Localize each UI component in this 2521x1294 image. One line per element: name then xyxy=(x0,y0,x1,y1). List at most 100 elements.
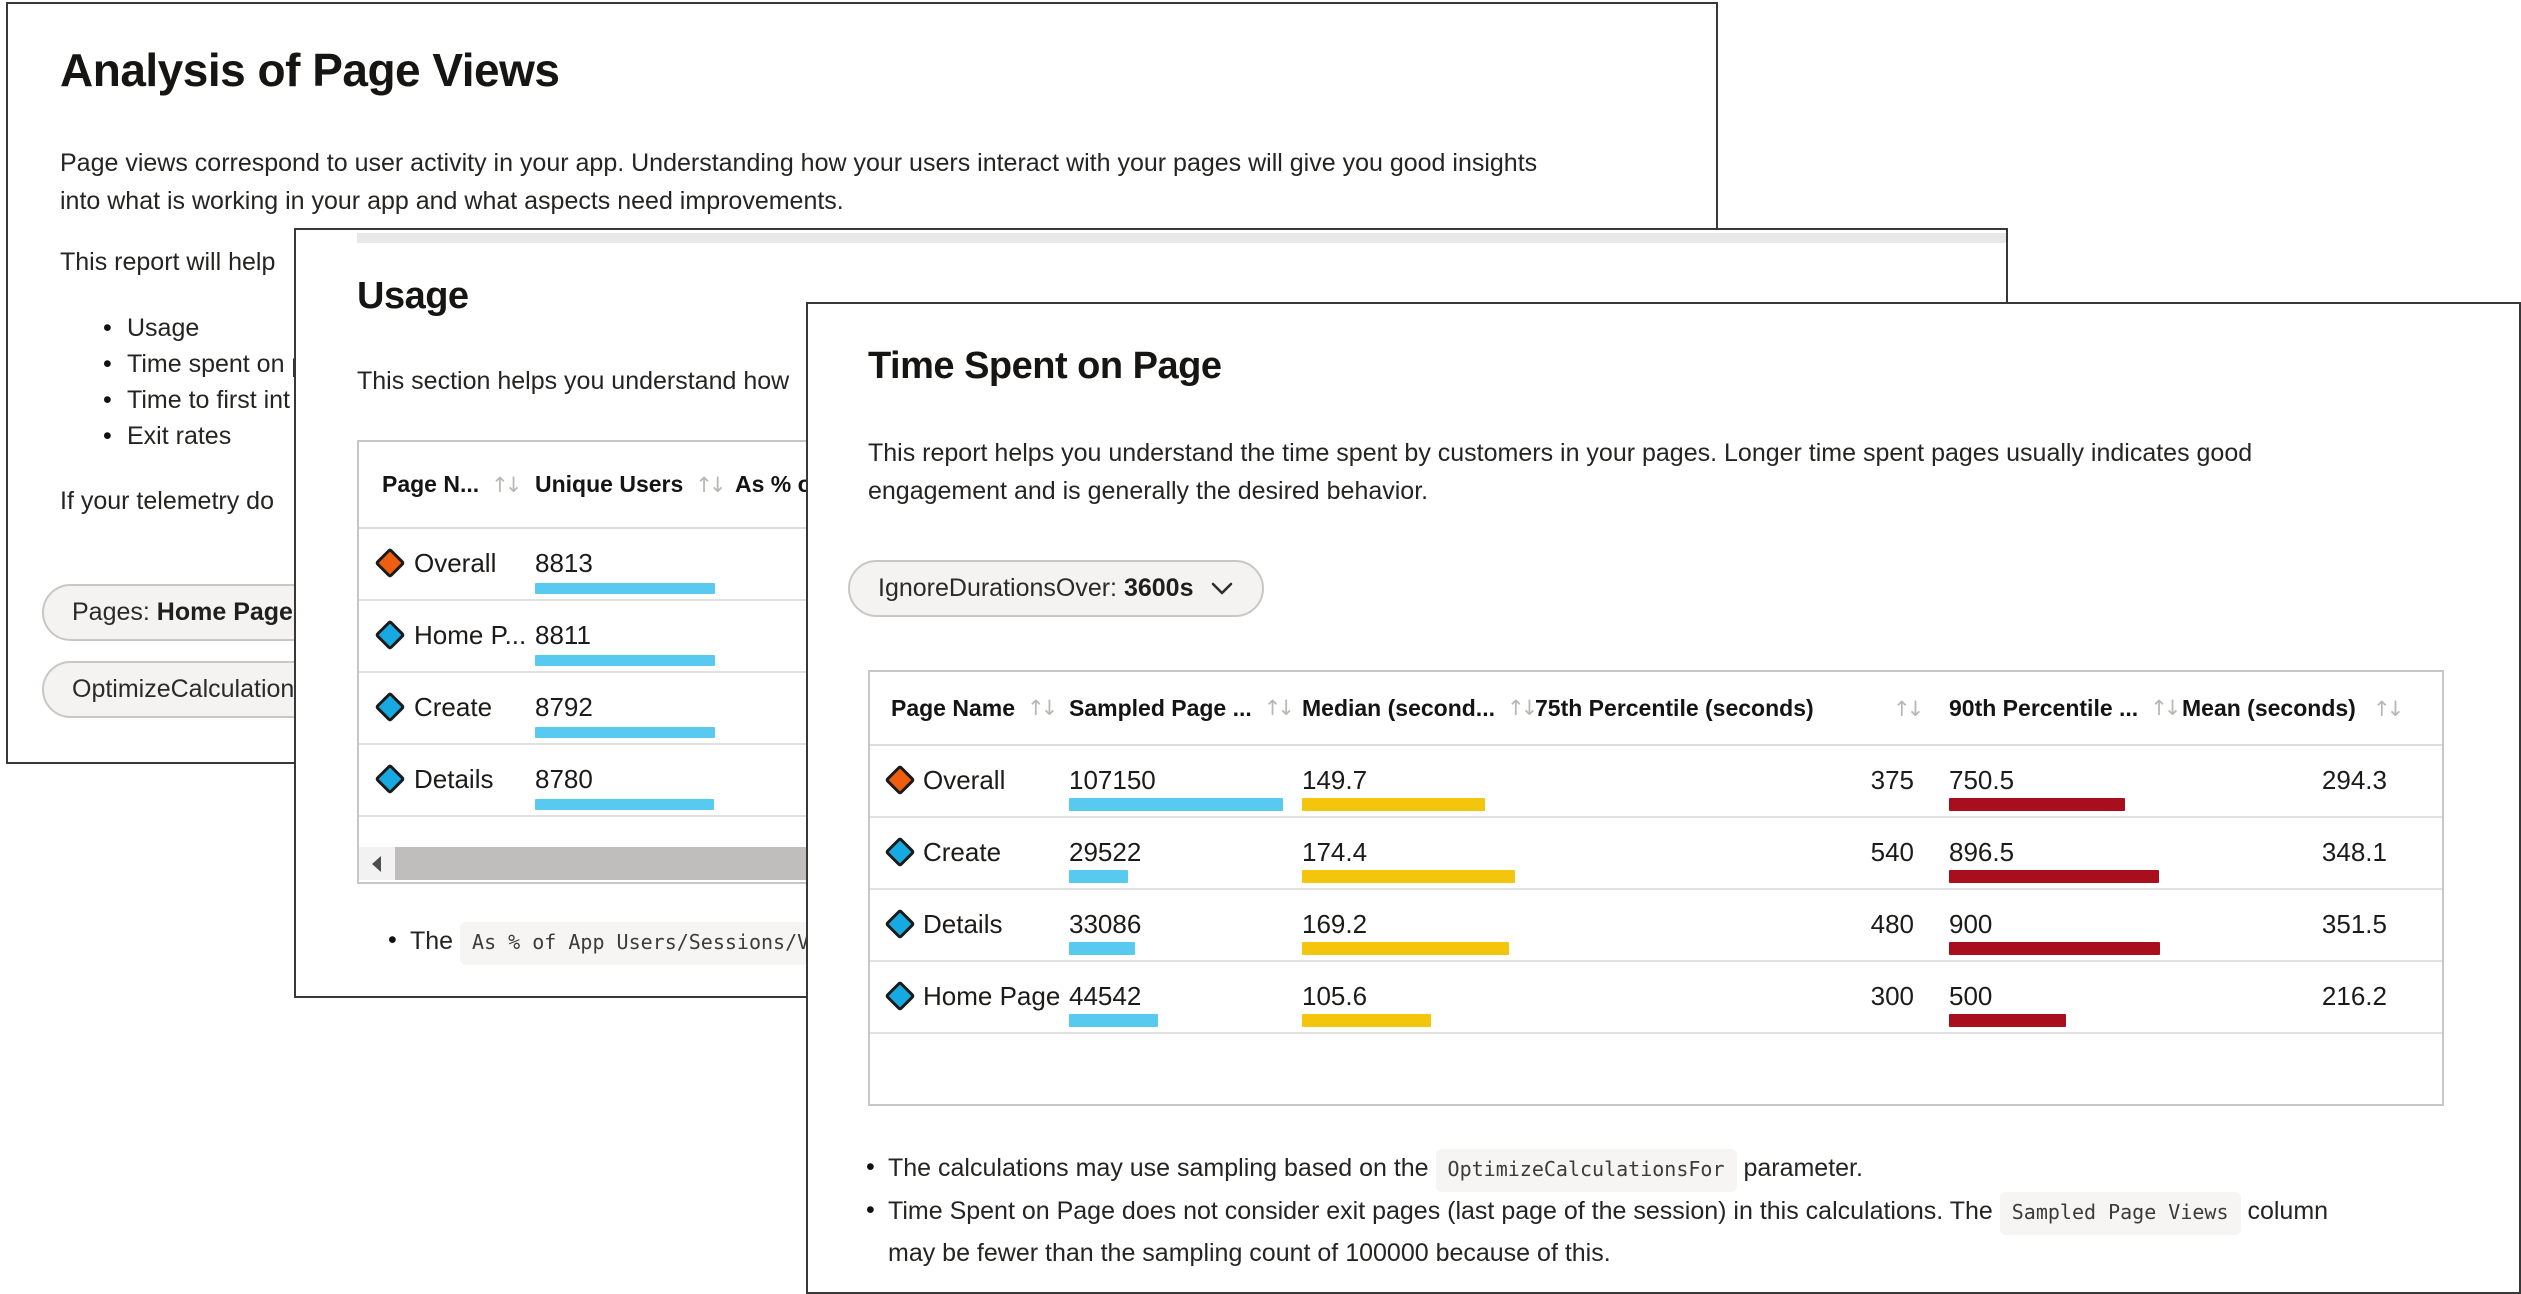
usage-title: Usage xyxy=(357,275,469,317)
row-divider xyxy=(870,888,2442,890)
report-section-bullet: Time to first int xyxy=(101,382,305,418)
median-cell: 149.7 xyxy=(1302,765,1368,795)
page-name-cell: Home P... xyxy=(414,620,527,650)
percentile-90-bar xyxy=(1949,1014,2067,1027)
page-name-cell: Home Page xyxy=(923,981,1061,1011)
median-cell: 105.6 xyxy=(1302,981,1368,1011)
percentile-90-cell: 900 xyxy=(1949,909,1993,939)
percentile-75-cell: 375 xyxy=(1870,765,1914,795)
series-diamond-icon xyxy=(374,547,406,579)
column-header-75th-percentile-seconds[interactable]: 75th Percentile (seconds) xyxy=(1535,672,1814,744)
filter-label: IgnoreDurationsOver: xyxy=(878,574,1118,602)
header-divider xyxy=(870,744,2442,746)
page-views-title: Analysis of Page Views xyxy=(60,44,560,96)
sort-icon: ↑↓ xyxy=(695,472,726,497)
time-table-row[interactable]: Home Page 44542 105.6 300 500 216.2 xyxy=(870,960,2442,1032)
time-desc-line-2: engagement and is generally the desired … xyxy=(868,477,1429,505)
page-views-intro: Page views correspond to user activity i… xyxy=(60,144,1537,220)
page-name-cell: Create xyxy=(414,692,493,722)
sort-icon: ↑↓ xyxy=(1027,696,1058,720)
median-cell: 169.2 xyxy=(1302,909,1368,939)
usage-table-row[interactable]: Overall 8813 xyxy=(359,527,1755,599)
percentile-75-cell: 300 xyxy=(1870,981,1914,1011)
footnote-line: may be fewer than the sampling count of … xyxy=(888,1235,2328,1272)
sampled-page-views-bar xyxy=(1069,1014,1158,1027)
inline-code-chip: OptimizeCalculationsFor xyxy=(1435,1149,1737,1192)
sort-icon: ↑↓ xyxy=(1506,696,1538,720)
sort-icon: ↑↓ xyxy=(2150,696,2181,720)
usage-table-row[interactable]: Create 8792 xyxy=(359,671,1755,743)
sampled-page-views-bar xyxy=(1069,798,1283,811)
page-name-cell: Create xyxy=(923,837,1002,867)
column-header-page-name[interactable]: Page Name ↑↓ xyxy=(891,672,1058,744)
percentile-90-cell: 500 xyxy=(1949,981,1993,1011)
column-header-unique-users[interactable]: Unique Users ↑↓ xyxy=(535,442,726,527)
intro-line-2: into what is working in your app and wha… xyxy=(60,187,844,215)
footnote-text: The calculations may use sampling based … xyxy=(888,1154,1436,1182)
ignore-durations-dropdown[interactable]: IgnoreDurationsOver: 3600s xyxy=(848,560,1264,617)
column-header-page-n[interactable]: Page N... ↑↓ xyxy=(382,442,522,527)
sampled-page-views-bar xyxy=(1069,870,1128,883)
time-table-row[interactable]: Create 29522 174.4 540 896.5 348.1 xyxy=(870,816,2442,888)
column-header-as-of[interactable]: As % of xyxy=(735,442,819,527)
mean-cell: 348.1 xyxy=(2321,837,2387,867)
column-header-median-second[interactable]: Median (second... ↑↓ xyxy=(1302,672,1538,744)
footnote-line: The calculations may use sampling based … xyxy=(888,1149,2328,1192)
unique-users-cell: 8792 xyxy=(535,692,593,722)
unique-users-cell: 8780 xyxy=(535,764,593,794)
percentile-90-bar xyxy=(1949,942,2160,955)
sampled-page-views-bar xyxy=(1069,942,1136,955)
time-table-row[interactable]: Overall 107150 149.7 375 750.5 294.3 xyxy=(870,744,2442,816)
series-diamond-icon xyxy=(884,980,916,1012)
column-header-label: 90th Percentile ... xyxy=(1949,694,2139,721)
usage-table-row[interactable]: Details 8780 xyxy=(359,743,1755,815)
scrollbar-left-arrow[interactable] xyxy=(359,847,393,880)
page-name-cell: Details xyxy=(923,909,1003,939)
unique-users-cell: 8813 xyxy=(535,548,593,578)
unique-users-bar xyxy=(535,799,715,810)
page-name-cell: Overall xyxy=(923,765,1006,795)
column-header-sampled-page[interactable]: Sampled Page ... ↑↓ xyxy=(1069,672,1295,744)
column-header-label: 75th Percentile (seconds) xyxy=(1535,694,1814,721)
sampled-page-views-cell: 107150 xyxy=(1069,765,1156,795)
sampled-page-views-cell: 44542 xyxy=(1069,981,1142,1011)
time-spent-footnotes: The calculations may use sampling based … xyxy=(858,1149,2328,1272)
column-header-90th-percentile[interactable]: 90th Percentile ... ↑↓ xyxy=(1949,672,2181,744)
mean-cell: 294.3 xyxy=(2321,765,2387,795)
median-bar xyxy=(1302,942,1509,955)
report-sections-list: UsageTime spent on pTime to first intExi… xyxy=(101,310,305,454)
median-cell: 174.4 xyxy=(1302,837,1368,867)
mean-cell: 216.2 xyxy=(2321,981,2387,1011)
percentile-90-bar xyxy=(1949,798,2125,811)
page-name-cell: Details xyxy=(414,764,494,794)
percentile-75-cell: 540 xyxy=(1870,837,1914,867)
footnote-text: parameter. xyxy=(1736,1154,1863,1182)
sort-icon: ↑↓ xyxy=(1893,697,1924,721)
usage-footnote: The As % of App Users/Sessions/V xyxy=(380,922,822,965)
report-section-bullet: Exit rates xyxy=(101,418,305,454)
column-header-label: Median (second... xyxy=(1302,694,1495,721)
sort-icon: ↑↓ xyxy=(491,472,522,497)
percentile-90-cell: 750.5 xyxy=(1949,765,2015,795)
series-diamond-icon xyxy=(374,691,406,723)
usage-table-row[interactable]: Home P... 8811 xyxy=(359,599,1755,671)
pages-pill-label: Pages: xyxy=(72,598,150,626)
chevron-down-icon xyxy=(1210,574,1234,603)
footnote-item: Time Spent on Page does not consider exi… xyxy=(858,1192,2328,1272)
column-header-label: Sampled Page ... xyxy=(1069,694,1252,721)
inline-code-chip: As % of App Users/Sessions/V xyxy=(460,922,822,965)
intro-line-1: Page views correspond to user activity i… xyxy=(60,149,1538,177)
series-diamond-icon xyxy=(884,908,916,940)
percentile-90-cell: 896.5 xyxy=(1949,837,2015,867)
usage-top-strip xyxy=(357,233,2006,243)
time-spent-title: Time Spent on Page xyxy=(868,345,1222,387)
row-divider xyxy=(870,960,2442,962)
time-table-row[interactable]: Details 33086 169.2 480 900 351.5 xyxy=(870,888,2442,960)
sort-icon: ↑↓ xyxy=(1263,696,1295,720)
usage-description: This section helps you understand how xyxy=(357,367,790,395)
column-header-mean-seconds[interactable]: Mean (seconds) xyxy=(2182,672,2356,744)
unique-users-bar xyxy=(535,583,715,594)
unique-users-cell: 8811 xyxy=(535,620,591,650)
filter-value: 3600s xyxy=(1123,574,1194,602)
time-spent-description: This report helps you understand the tim… xyxy=(868,434,2252,510)
